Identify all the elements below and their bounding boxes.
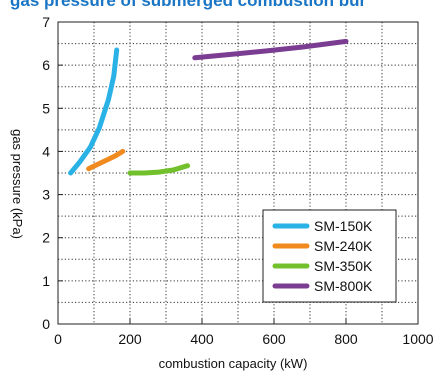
series-line-sm-350k (127, 163, 191, 176)
x-axis-title: combustion capacity (kW) (159, 356, 308, 371)
x-tick-label: 400 (190, 331, 214, 347)
legend-label-sm-240k: SM-240K (314, 238, 373, 254)
y-tick-label: 5 (42, 100, 50, 116)
y-tick-label: 1 (42, 273, 50, 289)
plot-frame (57, 21, 419, 325)
y-axis-title: gas pressure (kPa) (10, 129, 25, 239)
series-lines (68, 38, 349, 176)
x-tick-label: 0 (54, 331, 62, 347)
y-tick-label: 7 (42, 14, 50, 30)
tick-labels: 0 200 400 600 800 1000 0 1 2 3 4 5 6 7 (42, 14, 434, 347)
y-tick-label: 2 (42, 230, 50, 246)
x-tick-label: 1000 (402, 331, 433, 347)
x-tick-label: 200 (118, 331, 142, 347)
y-tick-label: 3 (42, 187, 50, 203)
legend: SM-150K SM-240K SM-350K SM-800K (262, 209, 397, 303)
series-line-sm-800k (192, 38, 349, 61)
series-line-sm-240k (86, 148, 126, 172)
legend-label-sm-350k: SM-350K (314, 258, 373, 274)
chart-title: gas pressure of submerged combustion bur (10, 0, 367, 10)
y-tick-label: 4 (42, 143, 50, 159)
y-tick-label: 0 (42, 316, 50, 332)
x-tick-label: 600 (262, 331, 286, 347)
y-tick-label: 6 (42, 57, 50, 73)
series-line-sm-150k (68, 47, 120, 176)
legend-label-sm-150k: SM-150K (314, 218, 373, 234)
axes (57, 21, 419, 325)
legend-label-sm-800k: SM-800K (314, 278, 373, 294)
x-tick-label: 800 (334, 331, 358, 347)
